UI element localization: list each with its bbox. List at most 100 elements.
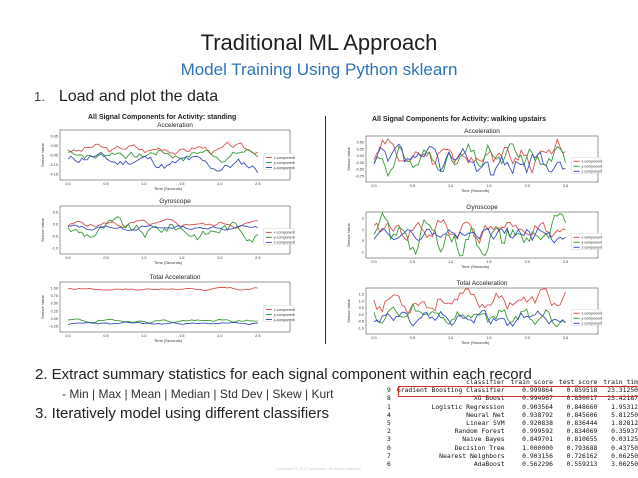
table-header-cell: train_time	[603, 378, 638, 386]
table-row: 0 Decision Tree 1.000000 0.793688 0.437500	[385, 444, 638, 452]
table-row: 9 Gradient Boosting Classifier 0.999864 0.8…	[385, 386, 638, 394]
y-tick-label: 0.75	[51, 294, 58, 298]
x-tick-label: 2.5	[563, 336, 568, 340]
right-figure-title: All Signal Components for Activity: walk…	[372, 116, 546, 123]
statistics-bullet: - Min | Max | Mean | Median | Std Dev | …	[62, 387, 334, 401]
table-row: 7 Nearest Neighbors 0.903156 0.726162 0.0625…	[385, 452, 638, 460]
y-tick-label: 1.00	[51, 287, 58, 291]
x-tick-label: 0.5	[103, 256, 108, 260]
slide-subtitle: Model Training Using Python sklearn	[180, 60, 458, 79]
x-tick-label: 0.5	[410, 184, 415, 188]
table-cell: Nearest Neighbors	[439, 451, 505, 460]
table-cell: 3	[387, 435, 391, 444]
series-line	[67, 141, 258, 156]
y-tick-label: 0.25	[51, 309, 58, 313]
panel-title: Total Acceleration	[150, 274, 201, 281]
series-line	[67, 321, 258, 326]
panel-total-acceleration: Total Acceleration 1.00 0.75 0.50 0.25 0.00 -0…	[40, 274, 295, 343]
legend-entry: y-component	[274, 236, 295, 240]
table-cell: 7	[387, 451, 391, 460]
series-line	[373, 288, 566, 314]
y-axis-label: Sensor Value	[40, 217, 45, 241]
table-cell: 0.062500	[611, 451, 638, 460]
y-tick-label: 2	[362, 217, 364, 221]
table-cell: 0.559213	[566, 460, 598, 469]
table-cell: 0.793688	[566, 443, 598, 452]
legend-entry: x-component	[274, 156, 295, 160]
x-tick-label: 0.0	[371, 260, 376, 264]
y-tick-label: 1.0	[359, 299, 364, 303]
table-cell: 0.849701	[522, 435, 553, 444]
table-cell: 5	[387, 419, 391, 428]
legend-entry: z-component	[582, 246, 603, 250]
table-cell: 5.812500	[611, 410, 638, 419]
x-tick-label: 1.5	[179, 334, 184, 338]
table-cell: 0.994967	[522, 394, 553, 403]
left-figure-chart: Acceleration 0.05 0.00 -0.05 -0.10 -0.15 Senso…	[40, 122, 295, 343]
series-line	[67, 286, 258, 291]
table-cell: 0.836444	[566, 419, 598, 428]
table-cell: 0.920838	[522, 419, 553, 428]
y-tick-label: -0.5	[51, 235, 58, 239]
table-cell: 0.859518	[566, 386, 598, 395]
y-tick-label: 0.5	[53, 211, 58, 215]
step-3: 3. Iteratively model using different cla…	[35, 405, 330, 422]
y-tick-label: 0	[362, 239, 364, 243]
y-tick-label: 0.50	[51, 302, 58, 306]
table-cell: 0.938792	[522, 410, 553, 419]
series-line	[373, 211, 566, 257]
x-tick-label: 2.0	[217, 182, 222, 186]
table-row: 6 AdaBoost 0.562296 0.559213 3.062500	[385, 460, 638, 468]
legend-entry: y-component	[582, 317, 603, 321]
y-tick-label: 0.50	[357, 141, 364, 145]
table-header-cell	[385, 378, 394, 386]
table-cell: Naive Bayes	[462, 435, 505, 444]
table-cell: 8	[387, 394, 391, 403]
series-line	[373, 226, 566, 244]
series-line	[373, 310, 566, 327]
table-cell: 1.953125	[611, 402, 638, 411]
table-cell: AdaBoost	[473, 460, 505, 469]
table-header-cell: test_score	[558, 378, 598, 386]
y-tick-label: -0.10	[49, 163, 58, 167]
x-tick-label: 1.0	[448, 336, 453, 340]
y-tick-label: -0.05	[49, 154, 58, 158]
table-row: 5 Linear SVM 0.920838 0.836444 1.828125	[385, 419, 638, 427]
legend-entry: z-component	[582, 170, 603, 174]
table-cell: 4	[387, 410, 391, 419]
y-tick-label: 0.0	[359, 313, 364, 317]
x-tick-label: 1.5	[486, 260, 491, 264]
x-tick-label: 1.5	[179, 256, 184, 260]
table-cell: 23.312500	[607, 386, 638, 395]
table-cell: 0.999864	[522, 386, 553, 395]
y-axis-label: Sensor Value	[40, 142, 45, 166]
x-axis-label: Time (Seconds)	[154, 260, 183, 265]
x-tick-label: 1.0	[448, 184, 453, 188]
y-tick-label: -0.25	[355, 161, 364, 165]
table-cell: Neural Net	[466, 410, 505, 419]
classifier-results-table: classifier train_score test_score train_tim…	[385, 378, 638, 468]
table-cell: Linear SVM	[466, 419, 505, 428]
legend-entry: z-component	[582, 322, 603, 326]
series-line	[67, 151, 259, 174]
panel-title: Gyroscope	[466, 204, 498, 211]
x-tick-label: 2.0	[525, 260, 530, 264]
copyright: Copyright © 2017 Accenture. All rights r…	[276, 466, 362, 471]
x-axis-label: Time (Seconds)	[154, 338, 183, 343]
slide-title: Traditional ML Approach	[200, 30, 438, 55]
series-line	[373, 143, 566, 176]
table-cell: 0	[387, 443, 391, 452]
x-tick-label: 2.0	[217, 256, 222, 260]
x-tick-label: 0.5	[410, 260, 415, 264]
step-1-text: Load and plot the data	[58, 88, 219, 105]
y-tick-label: 0.00	[51, 317, 58, 321]
y-tick-label: 0.00	[51, 144, 58, 148]
series-line	[373, 303, 566, 328]
panel-title: Gyroscope	[159, 198, 191, 205]
panel-title: Total Acceleration	[457, 280, 508, 287]
table-row: 8 XG Boost 0.994967 0.850017 23.421875	[385, 394, 638, 402]
legend-entry: z-component	[274, 318, 295, 322]
x-tick-label: 1.0	[141, 334, 146, 338]
table-cell: 9	[387, 386, 391, 395]
